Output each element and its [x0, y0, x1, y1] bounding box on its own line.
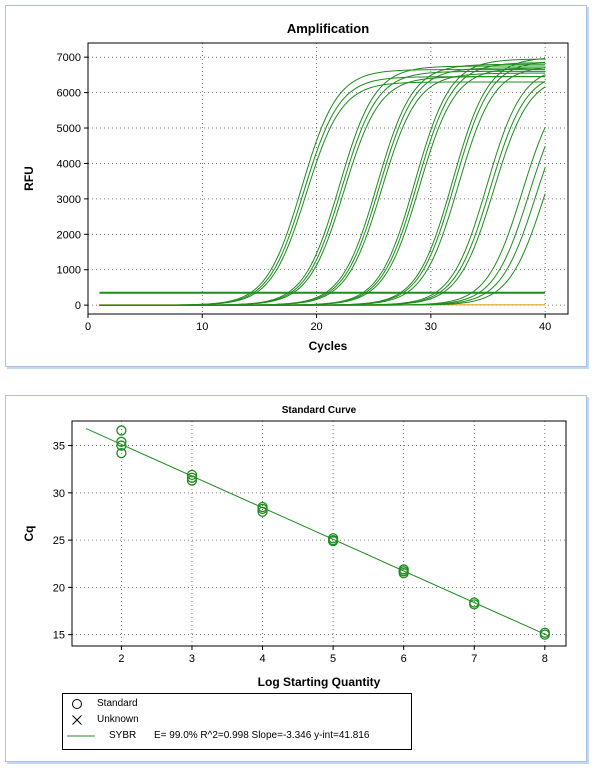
x-tick-label: 8 — [542, 653, 548, 665]
standard-point — [539, 629, 550, 640]
y-tick-label: 0 — [75, 300, 81, 312]
standard-point — [469, 599, 480, 610]
plot-frame — [71, 420, 567, 647]
standard-point — [186, 472, 198, 483]
x-tick-label: 6 — [401, 653, 407, 665]
x-axis-label: Log Starting Quantity — [258, 675, 381, 689]
x-tick-label: 2 — [118, 653, 124, 665]
x-axis-label: Cycles — [309, 339, 348, 353]
y-axis-label: RFU — [22, 166, 36, 191]
y-tick-label: 5000 — [57, 123, 81, 135]
x-tick-label: 0 — [85, 321, 91, 333]
y-tick-label: 3000 — [57, 194, 81, 206]
x-tick-label: 4 — [259, 653, 265, 665]
y-tick-label: 2000 — [57, 229, 81, 241]
fit-line-icon — [67, 729, 95, 743]
x-tick-label: 30 — [425, 321, 437, 333]
standard-point — [398, 568, 409, 579]
y-axis-label: Cq — [22, 526, 36, 542]
plot-area — [99, 58, 546, 306]
x-tick-label: 40 — [539, 321, 551, 333]
y-tick-label: 35 — [53, 441, 65, 453]
x-tick-label: 3 — [189, 653, 195, 665]
standard-point — [257, 503, 268, 515]
legend-standard-label: Standard — [97, 698, 138, 709]
circle-icon — [69, 697, 85, 711]
chart-title: Standard Curve — [282, 405, 357, 416]
standard-point — [186, 469, 198, 481]
legend-fit-label: SYBR — [109, 730, 137, 741]
x-tick-label: 10 — [196, 321, 208, 333]
legend-unknown-label: Unknown — [97, 714, 139, 725]
y-tick-label: 30 — [53, 488, 65, 500]
x-tick-label: 5 — [330, 653, 336, 665]
standard-point — [116, 425, 127, 436]
standard-curve-legend: Standard Unknown SYBR E= 99.0% R^2=0.998… — [62, 693, 412, 750]
standard-point — [327, 535, 339, 547]
chart-title: Amplification — [287, 21, 369, 36]
x-tick-label: 20 — [310, 321, 322, 333]
y-tick-label: 4000 — [57, 158, 81, 170]
standard-point — [257, 506, 268, 517]
amplification-curve — [99, 193, 546, 306]
standard-point — [116, 436, 127, 447]
plot-frame — [87, 42, 569, 315]
y-tick-label: 7000 — [57, 52, 81, 64]
cross-icon — [69, 713, 85, 727]
y-tick-label: 6000 — [57, 88, 81, 100]
standard-point — [116, 447, 127, 459]
y-tick-label: 20 — [53, 582, 65, 594]
y-tick-label: 1000 — [57, 265, 81, 277]
y-tick-label: 15 — [53, 630, 65, 642]
amplification-panel — [5, 5, 587, 367]
legend-fit: SYBR E= 99.0% R^2=0.998 Slope=-3.346 y-i… — [63, 729, 409, 743]
x-tick-label: 7 — [471, 653, 477, 665]
y-tick-label: 25 — [53, 535, 65, 547]
legend-fit-stats: E= 99.0% R^2=0.998 Slope=-3.346 y-int=41… — [154, 730, 370, 741]
standard-point — [116, 440, 127, 451]
standard-point — [186, 475, 198, 486]
